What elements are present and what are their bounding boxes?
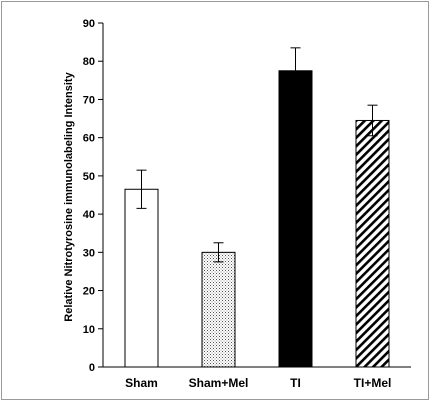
plot-area: 0 10 20 30 40 50 60 70 80 90 Sham Sham+Mel TI TI+Mel [83, 18, 411, 390]
y-axis-title: Relative Nitrotyrosine immunolabeling In… [63, 71, 75, 321]
bar-1 [201, 251, 236, 368]
x-tick-label-3: TI+Mel [354, 376, 392, 390]
x-tick-label-0: Sham [125, 376, 158, 390]
bar-0 [124, 188, 159, 368]
x-tick-label-1: Sham+Mel [189, 376, 249, 390]
y-tick-label-2: 20 [83, 286, 95, 298]
y-tick-label-1: 10 [83, 324, 95, 336]
y-tick-label-9: 90 [83, 18, 95, 30]
y-tick-label-7: 70 [83, 94, 95, 106]
y-tick-label-3: 30 [83, 247, 95, 259]
bar-3 [355, 119, 390, 368]
bar-2 [278, 70, 313, 368]
y-tick-label-6: 60 [83, 133, 95, 145]
y-tick-label-4: 40 [83, 209, 95, 221]
y-tick-label-0: 0 [89, 362, 95, 374]
y-tick-label-5: 50 [83, 171, 95, 183]
y-tick-label-8: 80 [83, 56, 95, 68]
x-tick-label-2: TI [290, 376, 301, 390]
